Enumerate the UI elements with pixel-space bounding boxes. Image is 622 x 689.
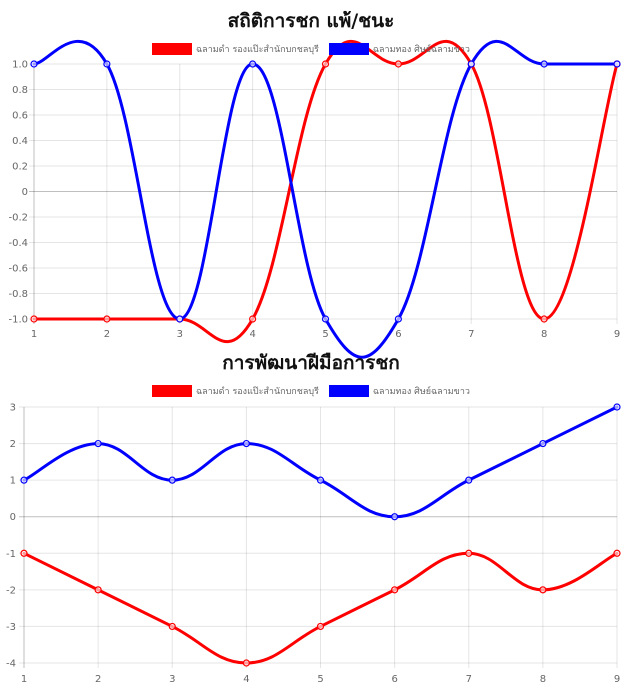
- legend-label: ฉลามดำ รองแป๊ะสำนักบกชลบุรี: [196, 45, 319, 55]
- data-point-blue: [540, 60, 548, 68]
- legend-item-blue[interactable]: ฉลามทอง ศิษย์ฉลามขาว: [328, 42, 470, 56]
- x-tick-label: 2: [95, 674, 101, 685]
- y-tick-label: -1.0: [8, 315, 28, 326]
- skill-progress-plot: 3 2 1 0 -1 -2 -3 -4 1 2 3 4 5 6 7 8 9: [6, 403, 621, 685]
- y-tick-label: -0.8: [8, 289, 28, 300]
- x-tick-label: 9: [614, 329, 620, 340]
- data-point-blue: [30, 60, 38, 68]
- y-tick-label: -0.2: [8, 213, 28, 224]
- legend-swatch-blue: [328, 43, 369, 55]
- data-point-blue: [94, 439, 102, 448]
- legend-swatch-red: [152, 43, 193, 55]
- chart-legend: ฉลามดำ รองแป๊ะสำนักบกชลบุรี ฉลามทอง ศิษย…: [0, 42, 622, 56]
- data-point-red: [249, 315, 257, 323]
- data-point-blue: [391, 513, 399, 521]
- data-point-red: [391, 586, 399, 594]
- win-loss-chart: 1.0 0.8 0.6 0.4 0.2 0 -0.2 -0.4 -0.6 -0.8 -1.0 1 2 3 4…: [0, 0, 622, 359]
- data-point-red: [394, 60, 402, 68]
- chart-legend: ฉลามดำ รองแป๊ะสำนักบกชลบุรี ฉลามทอง ศิษย…: [0, 384, 622, 398]
- y-tick-label: 0.6: [12, 111, 28, 122]
- data-point-red: [242, 659, 250, 667]
- x-tick-label: 8: [540, 674, 546, 685]
- data-point-blue: [613, 60, 621, 68]
- data-point-blue: [539, 439, 547, 448]
- x-tick-label: 5: [322, 329, 328, 340]
- x-tick-label: 8: [541, 329, 547, 340]
- chart-title: การพัฒนาฝีมือการชก: [222, 352, 400, 374]
- x-tick-label: 3: [169, 674, 175, 685]
- data-point-red: [540, 315, 548, 323]
- data-point-red: [316, 622, 325, 631]
- legend-item-red[interactable]: ฉลามดำ รองแป๊ะสำนักบกชลบุรี: [152, 42, 319, 56]
- x-tick-label: 6: [395, 329, 401, 340]
- y-tick-label: 0.4: [12, 136, 28, 147]
- data-point-red: [94, 586, 102, 594]
- data-point-red: [103, 315, 111, 323]
- data-point-blue: [103, 60, 111, 68]
- y-tick-label: 0: [10, 512, 16, 523]
- legend-label: ฉลามทอง ศิษย์ฉลามขาว: [372, 387, 470, 397]
- data-point-red: [465, 549, 473, 557]
- x-tick-label: 5: [317, 674, 323, 685]
- data-point-blue: [467, 60, 475, 68]
- legend-swatch-red: [152, 385, 193, 397]
- x-tick-label: 9: [614, 674, 620, 685]
- y-tick-label: 0.8: [12, 85, 28, 96]
- data-point-blue: [316, 476, 325, 484]
- legend-label: ฉลามดำ รองแป๊ะสำนักบกชลบุรี: [196, 387, 319, 397]
- data-point-blue: [20, 476, 28, 484]
- y-tick-label: -0.6: [8, 264, 28, 275]
- chart-title: สถิติการชก แพ้/ชนะ: [227, 10, 395, 32]
- y-tick-label: -3: [6, 622, 16, 633]
- data-point-blue: [249, 60, 257, 68]
- x-tick-label: 7: [466, 674, 472, 685]
- data-point-blue: [613, 403, 621, 411]
- data-point-red: [168, 622, 176, 631]
- data-point-red: [30, 315, 38, 323]
- series-line-blue: [32, 39, 619, 359]
- win-loss-plot: 1.0 0.8 0.6 0.4 0.2 0 -0.2 -0.4 -0.6 -0.8 -1.01 2 3 4…: [8, 39, 621, 359]
- y-tick-label: -1: [6, 549, 16, 560]
- data-point-blue: [176, 315, 184, 323]
- data-point-blue: [242, 439, 250, 448]
- legend-item-blue[interactable]: ฉลามทอง ศิษย์ฉลามขาว: [328, 384, 470, 398]
- x-tick-label: 1: [31, 329, 37, 340]
- data-point-red: [613, 549, 621, 557]
- x-tick-label: 3: [177, 329, 183, 340]
- x-tick-label: 4: [243, 674, 249, 685]
- y-tick-label: 1: [10, 476, 16, 487]
- y-tick-label: 1.0: [12, 60, 28, 71]
- data-point-blue: [465, 476, 473, 484]
- legend-swatch-blue: [328, 385, 369, 397]
- y-tick-label: -0.4: [8, 238, 28, 249]
- data-point-blue: [321, 315, 330, 323]
- data-point-red: [539, 586, 547, 594]
- legend-item-red[interactable]: ฉลามดำ รองแป๊ะสำนักบกชลบุรี: [152, 384, 319, 398]
- y-tick-label: 2: [10, 439, 16, 450]
- data-point-red: [20, 549, 28, 557]
- x-tick-label: 4: [249, 329, 255, 340]
- y-tick-label: 0.2: [12, 162, 28, 173]
- x-tick-label: 6: [391, 674, 397, 685]
- x-tick-label: 1: [21, 674, 27, 685]
- x-tick-label: 2: [104, 329, 110, 340]
- data-point-red: [321, 60, 330, 68]
- data-point-blue: [394, 315, 402, 323]
- skill-progress-chart: 3 2 1 0 -1 -2 -3 -4 1 2 3 4 5 6 7 8 9 การพัฒนาฝีมือการชก…: [0, 342, 622, 689]
- data-point-blue: [168, 476, 176, 484]
- x-tick-label: 7: [468, 329, 474, 340]
- y-tick-label: 3: [10, 403, 16, 414]
- y-tick-label: -4: [6, 659, 16, 670]
- y-tick-label: -2: [6, 585, 16, 596]
- y-tick-label: 0: [22, 187, 28, 198]
- legend-label: ฉลามทอง ศิษย์ฉลามขาว: [372, 45, 470, 55]
